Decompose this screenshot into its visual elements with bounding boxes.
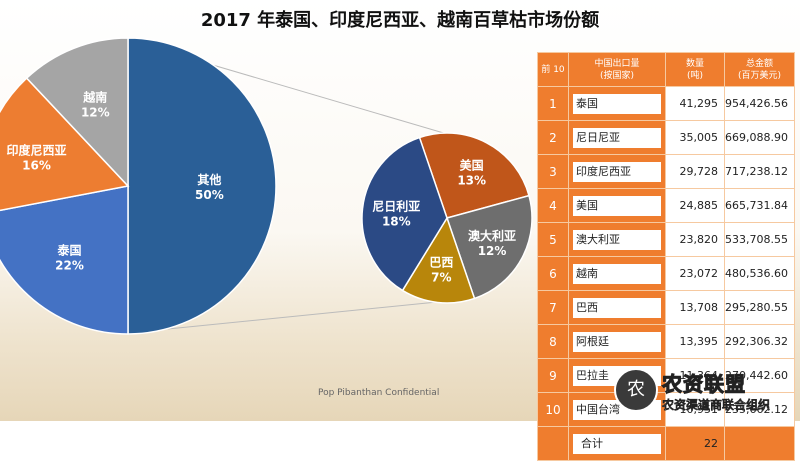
amount-cell: 954,426.56 <box>724 86 795 121</box>
pie-slice <box>446 194 533 300</box>
slice-label: 越南 <box>82 89 107 104</box>
country-cell: 印度尼西亚 <box>568 154 666 189</box>
confidential-note: Pop Pibanthan Confidential <box>318 388 440 398</box>
country-name: 印度尼西亚 <box>573 161 661 182</box>
country-name: 巴西 <box>573 297 661 318</box>
table-row: 5 澳大利亚 23,820 533,708.55 <box>537 222 795 257</box>
country-name: 越南 <box>573 263 661 284</box>
country-name: 阿根廷 <box>573 331 661 352</box>
table-row: 8 阿根廷 13,395 292,306.32 <box>537 324 795 359</box>
header-amount: 总金额 (百万美元) <box>724 52 795 87</box>
qty-cell: 24,885 <box>665 188 725 223</box>
table-row: 2 尼日尼亚 35,005 669,088.90 <box>537 120 795 155</box>
amount-cell: 480,536.60 <box>724 256 795 291</box>
watermark-title: 农资联盟 <box>662 372 746 397</box>
chart-title: 2017 年泰国、印度尼西亚、越南百草枯市场份额 <box>200 10 600 31</box>
rank-cell: 5 <box>537 222 569 257</box>
rank-cell: 6 <box>537 256 569 291</box>
total-rank-cell <box>537 426 569 461</box>
amount-cell: 665,731.84 <box>724 188 795 223</box>
pie-slice <box>127 37 277 335</box>
rank-cell: 8 <box>537 324 569 359</box>
amount-cell: 292,306.32 <box>724 324 795 359</box>
country-cell: 澳大利亚 <box>568 222 666 257</box>
pie-slice <box>0 77 130 212</box>
amount-cell: 533,708.55 <box>724 222 795 257</box>
slice-percent: 50% <box>195 188 224 202</box>
rank-cell: 4 <box>537 188 569 223</box>
table-row: 6 越南 23,072 480,536.60 <box>537 256 795 291</box>
slice-percent: 16% <box>22 158 51 172</box>
pie-slice <box>0 185 129 335</box>
qty-cell: 23,072 <box>665 256 725 291</box>
amount-cell: 669,088.90 <box>724 120 795 155</box>
table-row: 3 印度尼西亚 29,728 717,238.12 <box>537 154 795 189</box>
watermark-subtitle: 农资渠道商联合组织 <box>662 398 771 412</box>
qty-cell: 13,708 <box>665 290 725 325</box>
slice-percent: 12% <box>81 105 110 119</box>
table-row: 9 巴拉圭 11,364 270,442.60 <box>537 358 795 393</box>
pie-slice <box>25 37 129 188</box>
header-rank: 前 10 <box>537 52 569 87</box>
qty-cell: 23,820 <box>665 222 725 257</box>
pie-slice <box>418 132 530 219</box>
amount-cell: 717,238.12 <box>724 154 795 189</box>
country-cell: 阿根廷 <box>568 324 666 359</box>
rank-cell: 10 <box>537 392 569 427</box>
total-amount-cell <box>724 426 795 461</box>
pie-slice <box>361 136 448 292</box>
amount-cell: 270,442.60 <box>724 358 795 393</box>
rank-cell: 1 <box>537 86 569 121</box>
country-name: 泰国 <box>573 93 661 114</box>
rank-cell: 2 <box>537 120 569 155</box>
country-cell: 泰国 <box>568 86 666 121</box>
total-label-cell: 合计 <box>568 426 666 461</box>
pie-charts: 其他50%泰国22%印度尼西亚16%越南12%美国13%澳大利亚12%巴西7%尼… <box>0 37 533 335</box>
slice-percent: 22% <box>55 259 84 273</box>
country-name: 美国 <box>573 195 661 216</box>
rank-cell: 9 <box>537 358 569 393</box>
country-cell: 美国 <box>568 188 666 223</box>
qty-cell: 35,005 <box>665 120 725 155</box>
country-cell: 越南 <box>568 256 666 291</box>
slice-label: 印度尼西亚 <box>7 142 67 157</box>
qty-cell: 11,364 <box>665 358 725 393</box>
slice-label: 澳大利亚 <box>468 228 516 243</box>
total-qty-cell: 22 <box>665 426 725 461</box>
table-header-row: 前 10 中国出口量 (按国家) 数量 (吨) 总金额 (百万美元) <box>537 52 795 87</box>
qty-cell: 13,395 <box>665 324 725 359</box>
slice-percent: 13% <box>457 173 486 187</box>
qty-cell: 41,295 <box>665 86 725 121</box>
slice-label: 泰国 <box>57 243 82 258</box>
connector-line <box>127 300 448 334</box>
header-qty: 数量 (吨) <box>665 52 725 87</box>
slice-percent: 7% <box>431 271 451 285</box>
header-country: 中国出口量 (按国家) <box>568 52 666 87</box>
table-total-row: 合计 22 <box>537 426 795 461</box>
pie-slice <box>401 216 476 304</box>
qty-cell: 29,728 <box>665 154 725 189</box>
rank-cell: 7 <box>537 290 569 325</box>
slice-label: 其他 <box>197 172 221 187</box>
table-row: 4 美国 24,885 665,731.84 <box>537 188 795 223</box>
slice-percent: 18% <box>382 214 411 228</box>
total-label: 合计 <box>573 433 661 454</box>
watermark: 农 农资联盟 农资渠道商联合组织 <box>614 366 796 416</box>
country-name: 澳大利亚 <box>573 229 661 250</box>
country-name: 尼日尼亚 <box>573 127 661 148</box>
country-cell: 尼日尼亚 <box>568 120 666 155</box>
slice-percent: 12% <box>478 244 507 258</box>
table-row: 7 巴西 13,708 295,280.55 <box>537 290 795 325</box>
slice-label: 巴西 <box>429 256 453 270</box>
watermark-logo: 农 <box>614 368 658 412</box>
rank-cell: 3 <box>537 154 569 189</box>
slice-label: 尼日利亚 <box>372 198 420 213</box>
table-row: 1 泰国 41,295 954,426.56 <box>537 86 795 121</box>
slice-label: 美国 <box>460 157 484 172</box>
amount-cell: 295,280.55 <box>724 290 795 325</box>
country-cell: 巴西 <box>568 290 666 325</box>
